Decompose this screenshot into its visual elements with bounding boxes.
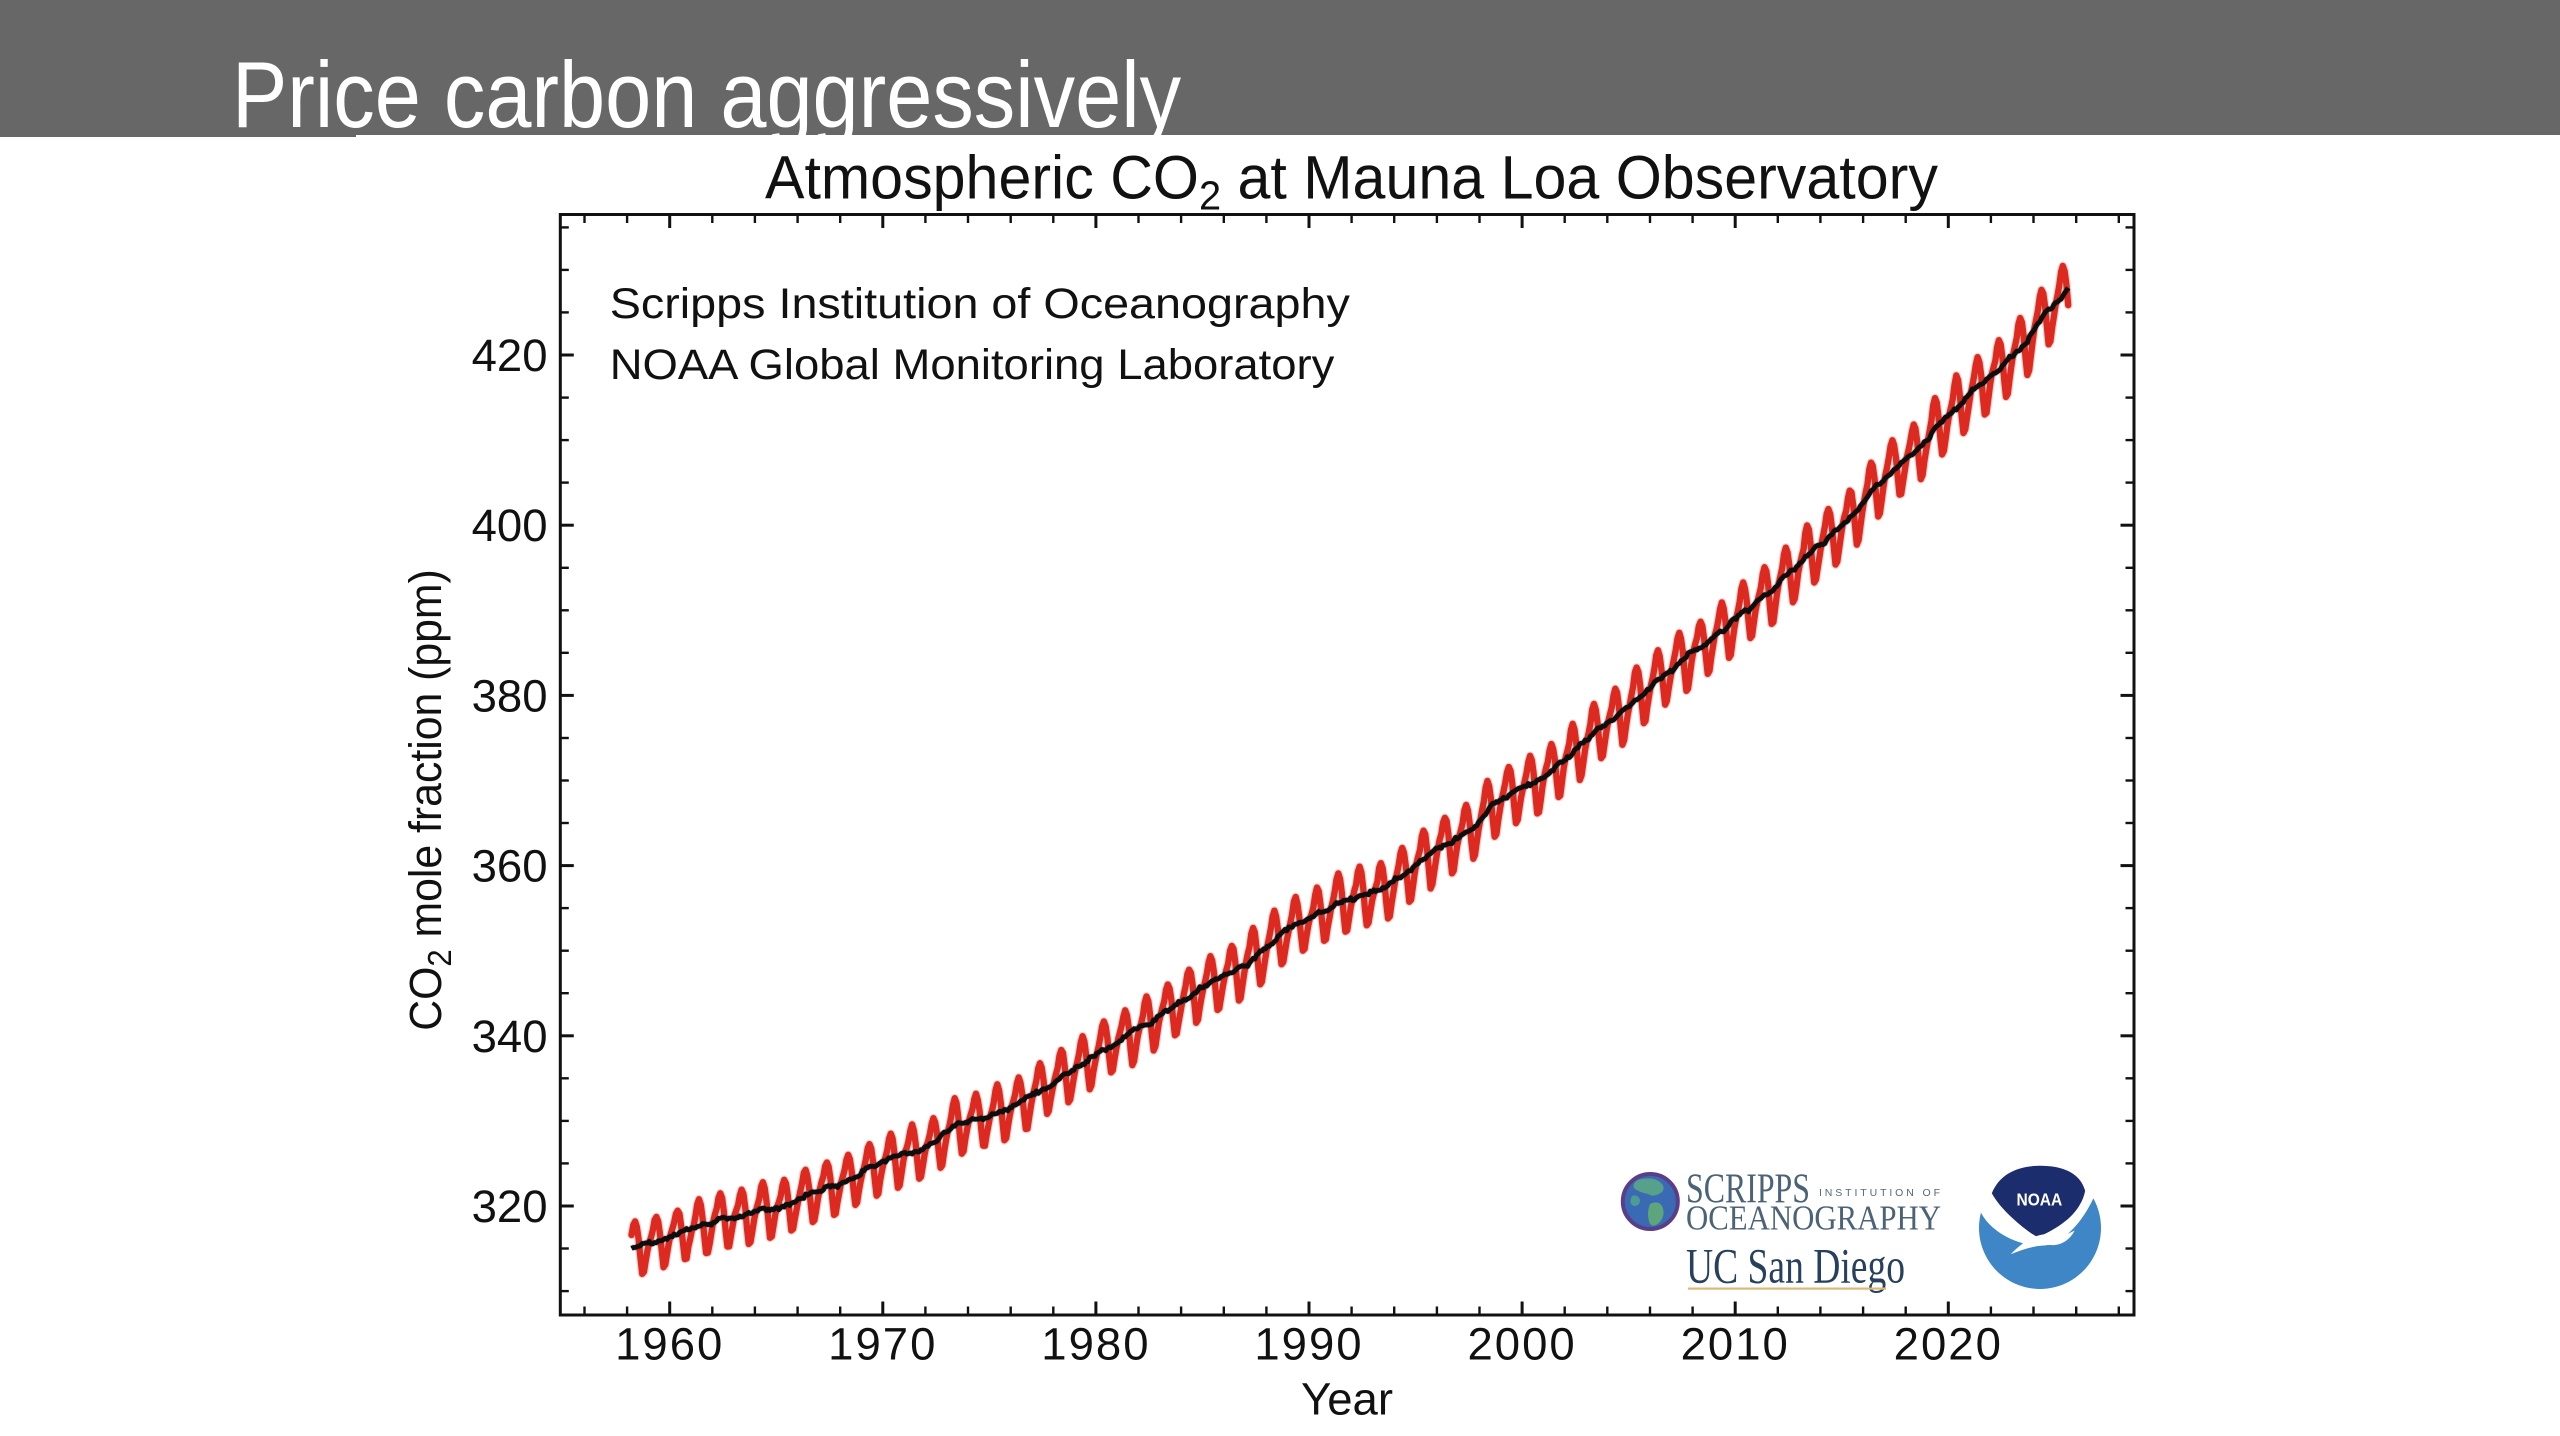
svg-text:2000: 2000 [1467, 1319, 1576, 1370]
svg-text:NOAA Global Monitoring Laborat: NOAA Global Monitoring Laboratory [610, 341, 1335, 388]
svg-text:1980: 1980 [1041, 1319, 1150, 1370]
svg-text:340: 340 [472, 1011, 548, 1062]
svg-text:420: 420 [472, 330, 548, 381]
svg-text:Atmospheric CO2 at Mauna Loa O: Atmospheric CO2 at Mauna Loa Observatory [765, 144, 1938, 219]
svg-text:2010: 2010 [1681, 1319, 1790, 1370]
svg-text:1960: 1960 [615, 1319, 724, 1370]
svg-text:NOAA: NOAA [2017, 1191, 2063, 1210]
svg-text:OCEANOGRAPHY: OCEANOGRAPHY [1686, 1199, 1941, 1237]
svg-text:Price carbon aggressively: Price carbon aggressively [232, 42, 1182, 147]
svg-text:CO2 mole fraction (ppm): CO2 mole fraction (ppm) [401, 569, 458, 1031]
svg-text:1990: 1990 [1254, 1319, 1363, 1370]
svg-text:320: 320 [472, 1181, 548, 1232]
svg-text:UC San Diego: UC San Diego [1686, 1238, 1905, 1294]
svg-text:2020: 2020 [1894, 1319, 2003, 1370]
svg-text:Year: Year [1301, 1374, 1393, 1425]
svg-text:380: 380 [472, 670, 548, 721]
svg-text:400: 400 [472, 500, 548, 551]
svg-text:360: 360 [472, 841, 548, 892]
svg-text:1970: 1970 [828, 1319, 937, 1370]
svg-text:Scripps Institution of Oceanog: Scripps Institution of Oceanography [610, 281, 1351, 328]
svg-text:SCRIPPS: SCRIPPS [1686, 1167, 1810, 1213]
svg-text:INSTITUTION OF: INSTITUTION OF [1819, 1187, 1941, 1199]
